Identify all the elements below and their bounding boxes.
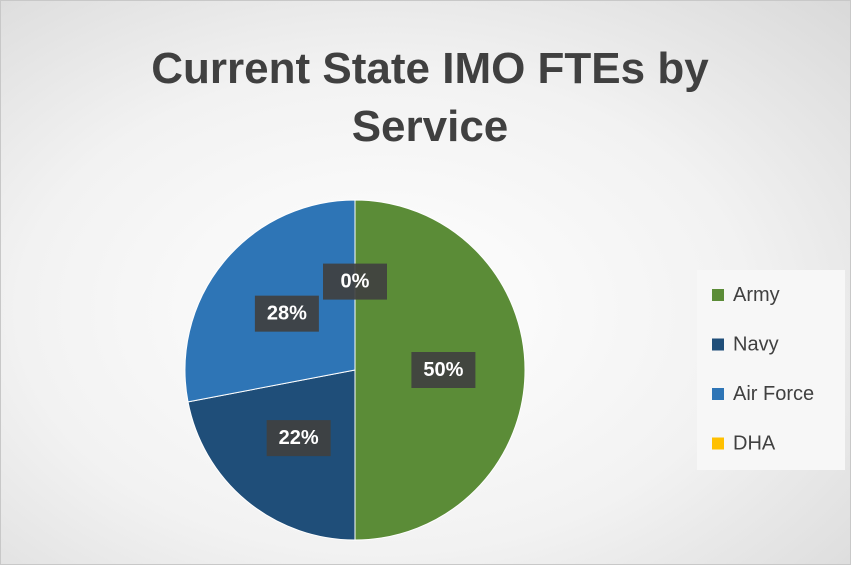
data-label: 0% [341, 271, 370, 293]
data-label-box [254, 295, 319, 332]
legend-swatch [712, 437, 724, 450]
legend-label: Navy [733, 334, 779, 356]
data-label: 22% [279, 427, 319, 449]
legend-box [697, 270, 845, 470]
data-label-group: 22% [266, 420, 331, 457]
data-label-box [323, 263, 387, 300]
legend-label: Army [733, 284, 780, 306]
data-label-group: 50% [411, 352, 476, 388]
legend-label: DHA [733, 433, 776, 455]
data-label-box [411, 352, 476, 388]
data-label-group: 28% [254, 295, 319, 332]
chart-title: Current State IMO FTEs by Service [151, 44, 709, 151]
data-label-box [266, 420, 331, 457]
legend-swatch [712, 338, 724, 351]
data-label: 28% [267, 303, 307, 325]
legend-swatch [712, 388, 724, 400]
legend-swatch [712, 289, 724, 301]
data-label: 50% [423, 359, 463, 381]
legend-label: Air Force [733, 383, 814, 405]
data-label-group: 0% [323, 263, 387, 300]
